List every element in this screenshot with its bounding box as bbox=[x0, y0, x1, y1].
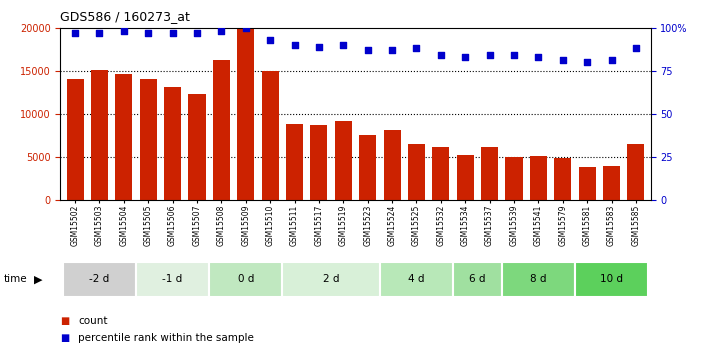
Point bbox=[557, 58, 569, 63]
Bar bbox=[579, 167, 596, 200]
Bar bbox=[627, 144, 644, 200]
Point bbox=[191, 30, 203, 36]
Bar bbox=[139, 79, 156, 200]
Point bbox=[411, 46, 422, 51]
Point bbox=[386, 47, 397, 53]
Bar bbox=[506, 157, 523, 200]
Bar bbox=[408, 144, 425, 200]
Point bbox=[484, 52, 496, 58]
Text: -2 d: -2 d bbox=[90, 275, 109, 284]
Bar bbox=[136, 262, 209, 297]
Point bbox=[264, 37, 276, 42]
Bar bbox=[380, 262, 453, 297]
Bar bbox=[555, 158, 572, 200]
Text: count: count bbox=[78, 316, 107, 326]
Point bbox=[630, 46, 641, 51]
Text: -1 d: -1 d bbox=[163, 275, 183, 284]
Bar bbox=[91, 70, 108, 200]
Point bbox=[289, 42, 300, 48]
Point bbox=[459, 54, 471, 60]
Point bbox=[240, 25, 252, 30]
Bar bbox=[502, 262, 575, 297]
Bar bbox=[262, 71, 279, 200]
Point bbox=[314, 44, 325, 49]
Text: 4 d: 4 d bbox=[408, 275, 424, 284]
Text: percentile rank within the sample: percentile rank within the sample bbox=[78, 333, 254, 343]
Bar bbox=[188, 94, 205, 200]
Bar bbox=[164, 87, 181, 200]
Bar bbox=[603, 166, 620, 200]
Point bbox=[508, 52, 520, 58]
Bar bbox=[456, 155, 474, 200]
Bar bbox=[359, 135, 376, 200]
Point bbox=[606, 58, 617, 63]
Bar bbox=[115, 74, 132, 200]
Text: 0 d: 0 d bbox=[237, 275, 254, 284]
Bar bbox=[237, 29, 255, 200]
Point bbox=[435, 52, 447, 58]
Point bbox=[362, 47, 373, 53]
Bar bbox=[453, 262, 502, 297]
Bar bbox=[383, 130, 400, 200]
Text: 6 d: 6 d bbox=[469, 275, 486, 284]
Bar bbox=[481, 147, 498, 200]
Point bbox=[215, 28, 227, 34]
Bar bbox=[335, 121, 352, 200]
Bar bbox=[311, 125, 328, 200]
Text: time: time bbox=[4, 275, 27, 284]
Text: ■: ■ bbox=[60, 316, 70, 326]
Text: ■: ■ bbox=[60, 333, 70, 343]
Bar bbox=[209, 262, 282, 297]
Text: 10 d: 10 d bbox=[600, 275, 623, 284]
Point bbox=[70, 30, 81, 36]
Point bbox=[338, 42, 349, 48]
Bar bbox=[213, 60, 230, 200]
Text: GDS586 / 160273_at: GDS586 / 160273_at bbox=[60, 10, 191, 23]
Text: 2 d: 2 d bbox=[323, 275, 339, 284]
Point bbox=[142, 30, 154, 36]
Bar bbox=[575, 262, 648, 297]
Point bbox=[167, 30, 178, 36]
Bar bbox=[282, 262, 380, 297]
Point bbox=[118, 28, 129, 34]
Point bbox=[94, 30, 105, 36]
Bar bbox=[67, 79, 84, 200]
Bar bbox=[530, 156, 547, 200]
Bar bbox=[286, 124, 303, 200]
Bar bbox=[63, 262, 136, 297]
Bar bbox=[432, 148, 449, 200]
Point bbox=[582, 59, 593, 65]
Text: 8 d: 8 d bbox=[530, 275, 547, 284]
Text: ▶: ▶ bbox=[34, 275, 43, 284]
Point bbox=[533, 54, 544, 60]
